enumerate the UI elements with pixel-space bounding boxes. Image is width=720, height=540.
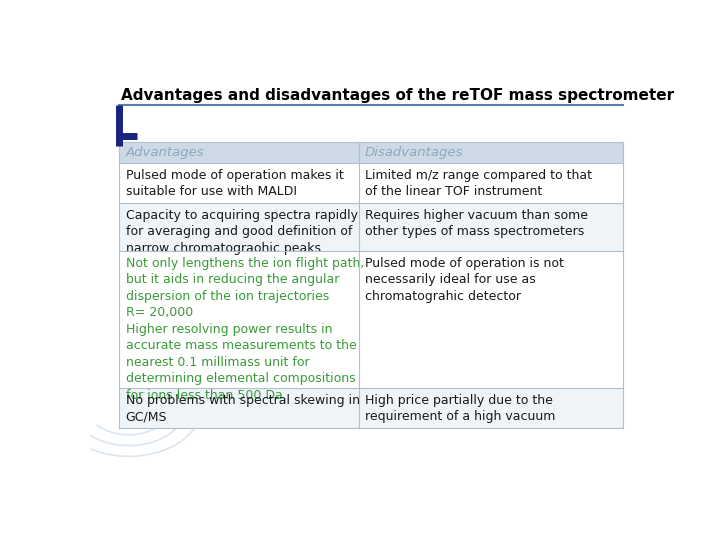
Text: Pulsed mode of operation is not
necessarily ideal for use as
chromatograhic dete: Pulsed mode of operation is not necessar…	[365, 256, 564, 302]
Text: Disadvantages: Disadvantages	[365, 146, 463, 159]
Text: Limited m/z range compared to that
of the linear TOF instrument: Limited m/z range compared to that of th…	[365, 168, 592, 198]
Text: Advantages and disadvantages of the reTOF mass spectrometer: Advantages and disadvantages of the reTO…	[121, 88, 674, 103]
Text: Not only lengthens the ion flight path,
but it aids in reducing the angular
disp: Not only lengthens the ion flight path, …	[126, 256, 364, 402]
Text: High price partially due to the
requirement of a high vacuum: High price partially due to the requirem…	[365, 394, 555, 423]
Bar	[120, 204, 624, 251]
Text: Pulsed mode of operation makes it
suitable for use with MALDI: Pulsed mode of operation makes it suitab…	[126, 168, 343, 198]
Text: Requires higher vacuum than some
other types of mass spectrometers: Requires higher vacuum than some other t…	[365, 209, 588, 238]
Text: No problems with spectral skewing in
GC/MS: No problems with spectral skewing in GC/…	[126, 394, 360, 423]
Bar	[120, 388, 624, 428]
Text: Capacity to acquiring spectra rapidly
for averaging and good definition of
narro: Capacity to acquiring spectra rapidly fo…	[126, 209, 358, 255]
Text: Advantages: Advantages	[126, 146, 204, 159]
Bar	[120, 164, 624, 204]
Bar	[120, 251, 624, 388]
Bar	[120, 142, 624, 164]
